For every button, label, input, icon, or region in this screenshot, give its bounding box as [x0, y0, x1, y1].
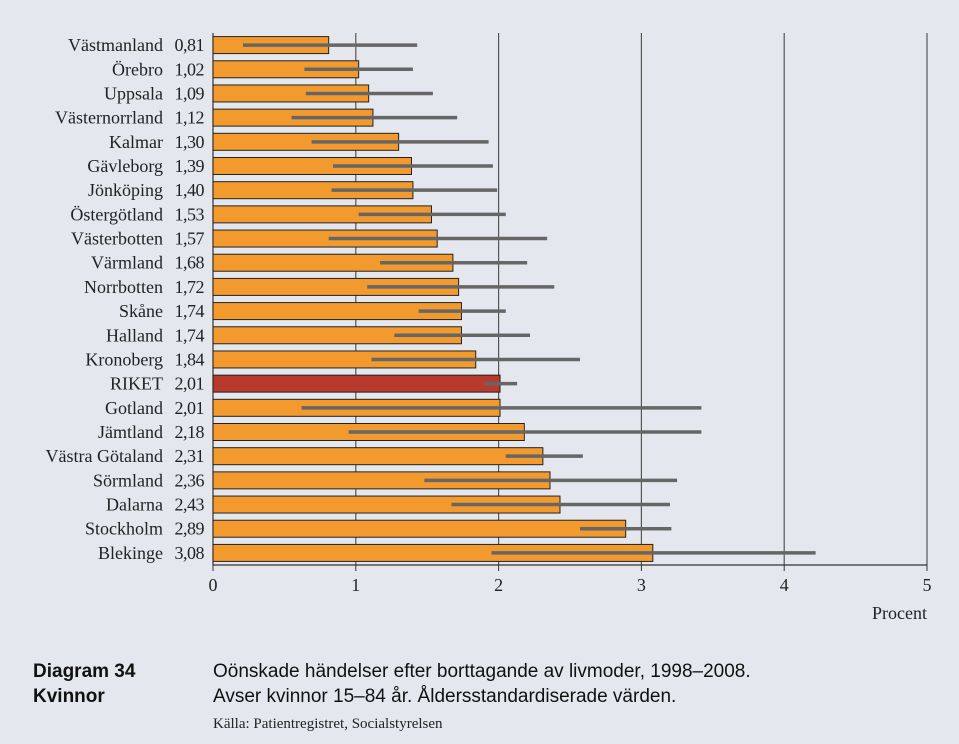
category-label: Uppsala — [104, 83, 163, 103]
caption: Avser kvinnor 15–84 år. Åldersstandardis… — [213, 686, 676, 707]
category-label: Kalmar — [109, 132, 163, 152]
x-tick-label: 0 — [209, 575, 218, 595]
x-tick-label: 3 — [637, 575, 646, 595]
value-label: 2,18 — [175, 422, 205, 442]
category-label: Västernorrland — [55, 108, 163, 128]
value-label: 1,84 — [175, 349, 205, 369]
value-label: 1,09 — [175, 83, 205, 103]
category-label: Gotland — [105, 398, 163, 418]
source: Källa: Patientregistret, Socialstyrelsen — [213, 716, 443, 732]
value-label: 1,12 — [175, 108, 205, 128]
category-label: Norrbotten — [84, 277, 163, 297]
value-label: 2,01 — [175, 398, 205, 418]
bar — [212, 374, 501, 393]
category-label: Östergötland — [70, 204, 163, 224]
value-label: 2,89 — [175, 519, 205, 539]
value-label: 1,53 — [175, 204, 205, 224]
value-label: 3,08 — [175, 543, 205, 563]
category-label: Västra Götaland — [46, 446, 163, 466]
value-label: 1,57 — [175, 229, 205, 249]
category-label: Örebro — [112, 59, 163, 79]
caption: Oönskade händelser efter borttagande av … — [213, 661, 751, 682]
value-label: 0,81 — [175, 35, 205, 55]
x-tick-label: 5 — [923, 575, 932, 595]
category-label: Skåne — [119, 301, 163, 321]
category-label: Kronoberg — [85, 349, 163, 369]
x-axis-label: Procent — [872, 603, 927, 623]
subject: Kvinnor — [33, 686, 105, 707]
value-label: 1,02 — [175, 59, 205, 79]
value-label: 1,39 — [175, 156, 205, 176]
value-label: 2,36 — [175, 470, 205, 490]
bar — [212, 447, 544, 466]
value-label: 2,01 — [175, 374, 205, 394]
x-tick-label: 2 — [494, 575, 503, 595]
x-tick-label: 4 — [780, 575, 789, 595]
diagram-label: Diagram 34 — [33, 661, 136, 682]
value-label: 1,74 — [175, 325, 205, 345]
category-label: Jönköping — [88, 180, 163, 200]
value-label: 2,43 — [175, 495, 205, 515]
value-label: 1,40 — [175, 180, 205, 200]
category-label: Halland — [106, 325, 163, 345]
value-label: 2,31 — [175, 446, 205, 466]
category-label: Västerbotten — [71, 229, 163, 249]
x-tick-label: 1 — [351, 575, 360, 595]
category-label: Dalarna — [106, 495, 163, 515]
category-label: RIKET — [110, 374, 163, 394]
value-label: 1,72 — [175, 277, 205, 297]
bar — [212, 519, 627, 538]
value-label: 1,68 — [175, 253, 205, 273]
category-label: Gävleborg — [87, 156, 163, 176]
value-label: 1,74 — [175, 301, 205, 321]
category-label: Sörmland — [93, 470, 163, 490]
category-label: Västmanland — [68, 35, 163, 55]
category-label: Värmland — [91, 253, 163, 273]
category-label: Jämtland — [98, 422, 163, 442]
category-label: Stockholm — [85, 519, 163, 539]
value-label: 1,30 — [175, 132, 205, 152]
category-label: Blekinge — [98, 543, 163, 563]
